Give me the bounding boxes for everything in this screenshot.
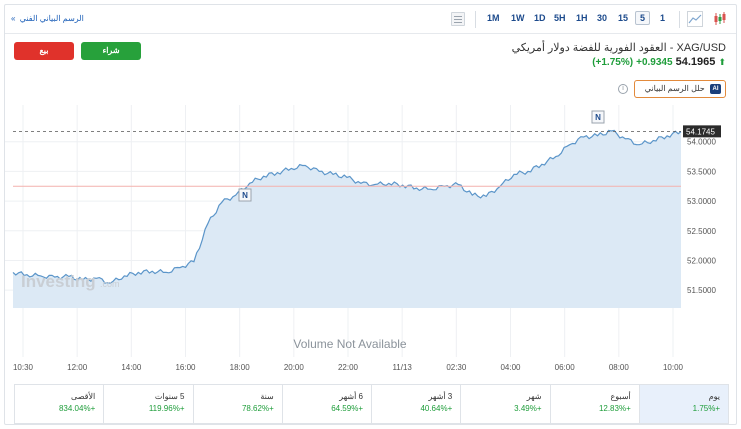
news-marker: N: [238, 188, 252, 202]
x-tick-label: 04:00: [500, 363, 521, 372]
timeframe-1H[interactable]: 1H: [576, 13, 588, 23]
investing-watermark-suffix: .com: [100, 279, 120, 289]
x-tick-label: 08:00: [609, 363, 630, 372]
technical-chart-link-label: الرسم البياني الفني: [19, 14, 84, 23]
x-tick-label: 10:30: [13, 363, 34, 372]
stat-value: +40.64%: [420, 404, 453, 413]
stat-cell[interactable]: الأقصى +834.04%: [15, 385, 103, 423]
timeframe-1[interactable]: 1: [660, 13, 666, 23]
y-tick-label: 54.0000: [687, 138, 716, 147]
event-markers: NN: [238, 110, 605, 202]
timeframe-15[interactable]: 15: [618, 13, 629, 23]
x-tick-label: 20:00: [284, 363, 305, 372]
x-tick-label: 22:00: [338, 363, 359, 372]
y-axis-ticks: 54.0000 53.5000 53.0000 52.5000 52.0000 51.50…: [687, 138, 716, 295]
y-tick-label: 53.5000: [687, 167, 716, 176]
stat-value: +78.62%: [241, 404, 274, 413]
stat-label: سنة: [260, 392, 274, 401]
analyze-chart-label: حلل الرسم البياني: [644, 84, 705, 93]
svg-text:N: N: [242, 191, 248, 200]
x-axis-ticks: 10:30 12:00 14:00 16:00 18:00 20:00 22:00 11/13…: [13, 363, 684, 372]
info-icon[interactable]: i: [618, 84, 628, 94]
y-tick-label: 53.0000: [687, 197, 716, 206]
ai-badge-icon: AI: [710, 83, 721, 94]
price-row: (+1.75%) +0.9345 54.1965 ⬆: [592, 56, 726, 68]
stat-label: 5 سنوات: [154, 392, 185, 401]
x-tick-label: 11/13: [392, 363, 412, 372]
chart-toolbar: الرسم البياني الفني » 1M 1W 1D 5H 1H 30 …: [5, 5, 736, 34]
stat-cell[interactable]: يوم +1.75%: [638, 385, 728, 423]
x-tick-label: 16:00: [175, 363, 196, 372]
news-marker: N: [591, 110, 605, 124]
stat-label: 3 أشهر: [428, 392, 453, 401]
stat-value: +3.49%: [514, 404, 542, 413]
table-view-icon[interactable]: [451, 12, 465, 26]
stat-value: +834.04%: [58, 404, 96, 413]
analyze-chart-button[interactable]: AI حلل الرسم البياني: [634, 80, 726, 98]
current-price-tag-label: 54.1745: [686, 127, 715, 136]
candlestick-icon[interactable]: [712, 11, 728, 27]
buy-button[interactable]: شراء: [81, 42, 141, 60]
stat-value: +64.59%: [331, 404, 363, 413]
current-price-tag-bg: [683, 125, 721, 138]
stat-cell[interactable]: 5 سنوات +119.96%: [103, 385, 192, 423]
stat-label: شهر: [526, 392, 542, 401]
timeframe-30[interactable]: 30: [597, 13, 608, 23]
timeframe-5[interactable]: 5: [635, 11, 651, 25]
y-tick-label: 52.0000: [687, 256, 716, 265]
timeframe-1W[interactable]: 1W: [511, 13, 525, 23]
x-tick-label: 14:00: [121, 363, 142, 372]
current-price-tag: 54.1745: [683, 125, 721, 138]
stat-label: يوم: [708, 392, 720, 401]
change-value: +0.9345: [636, 57, 673, 68]
performance-stats: يوم +1.75% أسبوع +12.83% شهر +3.49% 3 أشهر +40.…: [14, 384, 729, 424]
stat-cell[interactable]: أسبوع +12.83%: [549, 385, 639, 423]
timeframe-1D[interactable]: 1D: [534, 13, 546, 23]
toolbar-divider: [475, 11, 476, 28]
stat-value: +119.96%: [148, 404, 185, 413]
investing-watermark: Investing: [21, 272, 96, 291]
x-tick-label: 12:00: [67, 363, 88, 372]
double-chevron-icon: »: [11, 14, 16, 23]
toolbar-divider: [679, 11, 680, 28]
stat-value: +12.83%: [598, 404, 631, 413]
volume-not-available-text: Volume Not Available: [293, 337, 407, 351]
up-arrow-icon: ⬆: [718, 57, 726, 67]
x-tick-label: 18:00: [230, 363, 251, 372]
y-tick-label: 52.5000: [687, 227, 716, 236]
price-line: [12, 129, 682, 284]
last-price: 54.1965: [675, 56, 716, 68]
x-tick-label: 10:00: [663, 363, 684, 372]
stat-cell[interactable]: سنة +78.62%: [192, 385, 282, 423]
chart-widget: الرسم البياني الفني » 1M 1W 1D 5H 1H 30 …: [4, 4, 737, 425]
area-chart-icon[interactable]: [687, 11, 703, 27]
svg-text:N: N: [595, 113, 601, 122]
stat-cell[interactable]: شهر +3.49%: [460, 385, 549, 423]
stat-cell[interactable]: 3 أشهر +40.64%: [371, 385, 460, 423]
sell-button[interactable]: بيع: [14, 42, 74, 60]
timeframe-1M[interactable]: 1M: [487, 13, 500, 23]
stat-cell[interactable]: 6 أشهر +64.59%: [281, 385, 371, 423]
stat-value: +1.75%: [692, 404, 720, 413]
stat-label: أسبوع: [610, 392, 631, 401]
technical-chart-link[interactable]: الرسم البياني الفني »: [11, 14, 84, 23]
timeframe-5H[interactable]: 5H: [554, 13, 566, 23]
stat-label: 6 أشهر: [339, 392, 363, 401]
stat-label: الأقصى: [71, 392, 96, 401]
price-chart[interactable]: Investing .com Volume Not Available 54.0…: [5, 105, 736, 380]
change-percent: (+1.75%): [592, 57, 634, 68]
x-tick-label: 02:30: [446, 363, 467, 372]
x-tick-label: 06:00: [555, 363, 576, 372]
instrument-title: XAG/USD - العقود الفورية للفضة دولار أمر…: [511, 42, 726, 54]
y-tick-label: 51.5000: [687, 286, 716, 295]
